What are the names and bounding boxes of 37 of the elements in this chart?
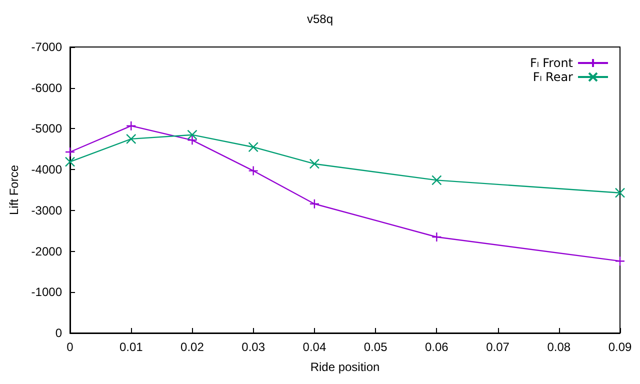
y-tick-label: -5000 (31, 122, 62, 136)
point (126, 120, 136, 131)
x-tick-label: 0.05 (364, 340, 388, 354)
chart-title: v58q (306, 12, 334, 26)
y-tick-label: -2000 (31, 244, 62, 258)
x-tick-label: 0 (66, 340, 74, 354)
y-tick-label: -7000 (31, 40, 62, 54)
point (248, 142, 258, 152)
point (64, 156, 76, 167)
y-tick-label: 0 (55, 326, 62, 340)
y-tick-label: -6000 (31, 80, 62, 95)
x-axis-title: Ride position (310, 360, 380, 374)
point (309, 158, 320, 169)
point (432, 175, 442, 186)
point (64, 146, 76, 158)
point (432, 232, 442, 242)
point (309, 198, 320, 209)
y-tick-label: -3000 (31, 203, 62, 218)
x-tick-label: 0.08 (547, 340, 571, 354)
point (614, 256, 626, 266)
point (187, 135, 198, 146)
legend-label: Fₗ Rear (532, 70, 574, 84)
y-tick-label: -1000 (31, 285, 62, 300)
x-tick-label: 0.06 (424, 340, 449, 354)
legend-label: Fₗ Front (530, 56, 574, 70)
point (248, 166, 258, 176)
point (614, 188, 626, 198)
point (187, 130, 198, 140)
x-tick-label: 0.02 (180, 340, 204, 354)
y-tick-label: -4000 (31, 162, 62, 177)
x-tick-label: 0.04 (302, 340, 326, 354)
point (126, 134, 136, 144)
x-tick-label: 0.09 (608, 340, 632, 354)
y-axis-title: Lift Force (7, 164, 21, 216)
x-tick-label: 0.01 (119, 340, 144, 354)
x-tick-label: 0.03 (242, 340, 266, 354)
x-tick-label: 0.07 (486, 340, 510, 354)
